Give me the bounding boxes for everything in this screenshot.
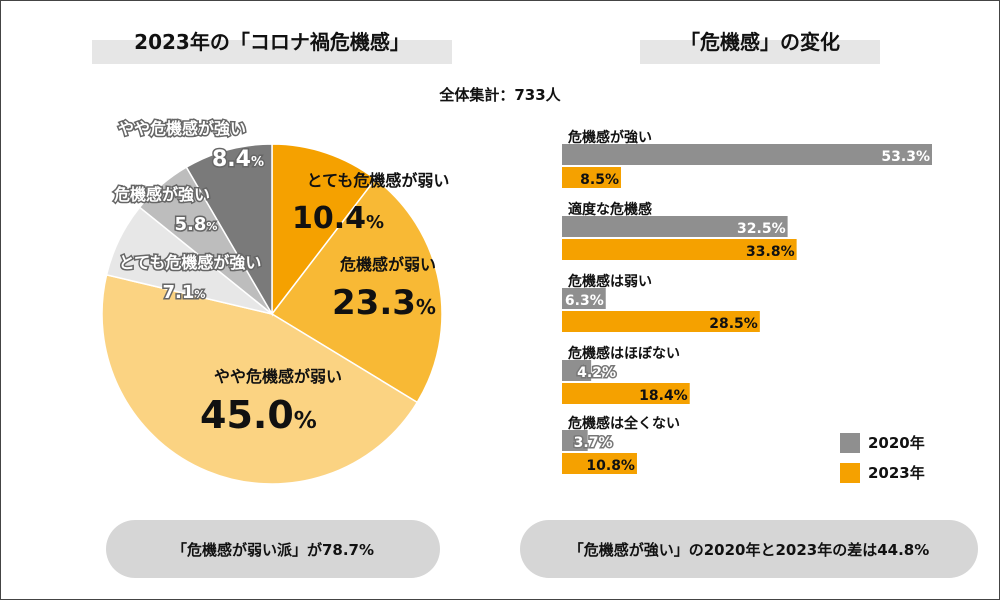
bar	[562, 360, 592, 381]
legend-swatch-2020	[840, 432, 860, 453]
bar-category-label: 危機感は弱い	[567, 273, 652, 290]
pie-value-unit: %	[366, 212, 384, 233]
bar-category-label: 危機感は全くない	[567, 415, 680, 432]
legend-item-2023: 2023年	[840, 462, 925, 483]
pie-value-unit: %	[206, 220, 217, 233]
left-title: 2023年の「コロナ禍危機感」	[134, 30, 410, 54]
pie-value-unit: %	[251, 155, 264, 170]
right-title-band	[640, 40, 880, 64]
pie-slice	[185, 143, 273, 317]
legend-item-2020: 2020年	[840, 432, 925, 453]
bar-value-label: 10.8%	[586, 458, 635, 474]
legend-label-2023: 2023年	[868, 464, 925, 482]
left-title-band	[92, 40, 452, 64]
bar	[562, 216, 788, 237]
bar-value-label: 33.8%	[746, 244, 795, 260]
right-title: 「危機感」の変化	[680, 30, 840, 54]
bar	[562, 453, 637, 474]
bar	[562, 430, 588, 451]
bar-value-label: 8.5%	[580, 172, 619, 188]
pie-value-number: 23.3	[332, 283, 416, 323]
legend-label-2020: 2020年	[868, 434, 925, 452]
legend-swatch-2023	[840, 462, 860, 483]
bar	[562, 167, 622, 188]
pie-value-number: 5.8	[175, 214, 207, 235]
pie-slice	[101, 273, 419, 485]
pie-value-unit: %	[416, 295, 436, 319]
pie-label-name: 危機感が弱い	[340, 255, 436, 274]
bar-value-label: 3.7%	[574, 435, 613, 451]
right-summary-pill: 「危機感が強い」の2020年と2023年の差は44.8%	[520, 520, 978, 578]
pie-label-name: 危機感が強い	[114, 185, 210, 204]
pie-label-value: 10.4%	[292, 201, 384, 236]
bar	[562, 239, 797, 260]
total-label: 全体集計：733人	[439, 86, 561, 104]
pie-slice	[271, 143, 377, 317]
bar	[562, 288, 606, 309]
bar	[562, 383, 690, 404]
pie-label-value: 7.1%	[163, 282, 206, 303]
pie-label-name: やや危機感が強い	[118, 119, 246, 138]
bar-value-label: 32.5%	[737, 221, 786, 237]
pie-label-name: とても危機感が強い	[119, 253, 262, 272]
pie-value-number: 8.4	[212, 147, 251, 172]
pie-value-number: 7.1	[163, 282, 195, 303]
pie-value-unit: %	[294, 408, 317, 434]
bar-category-label: 危機感はほぼない	[567, 345, 680, 362]
bar-value-label: 53.3%	[881, 149, 930, 165]
pie-label-name: やや危機感が弱い	[214, 367, 342, 386]
bar-value-label: 4.2%	[577, 365, 616, 381]
pie-label-value: 8.4%	[212, 147, 264, 172]
bar-value-label: 28.5%	[709, 316, 758, 332]
bar	[562, 311, 760, 332]
bar-value-label: 6.3%	[565, 293, 604, 309]
bar	[562, 144, 932, 165]
pie-label-value: 5.8%	[175, 214, 218, 235]
bar-category-label: 危機感が強い	[567, 129, 652, 146]
bar-category-label: 適度な危機感	[568, 201, 652, 218]
pie-label-value: 23.3%	[332, 283, 436, 323]
left-summary-pill: 「危機感が弱い派」が78.7%	[106, 520, 440, 578]
bar-value-label: 18.4%	[639, 388, 688, 404]
pie-slice	[270, 177, 443, 404]
pie-value-unit: %	[194, 288, 205, 301]
pie-label-value: 45.0%	[200, 393, 317, 437]
pie-label-name: とても危機感が弱い	[307, 171, 450, 190]
pie-value-number: 10.4	[292, 201, 366, 236]
pie-value-number: 45.0	[200, 393, 294, 437]
